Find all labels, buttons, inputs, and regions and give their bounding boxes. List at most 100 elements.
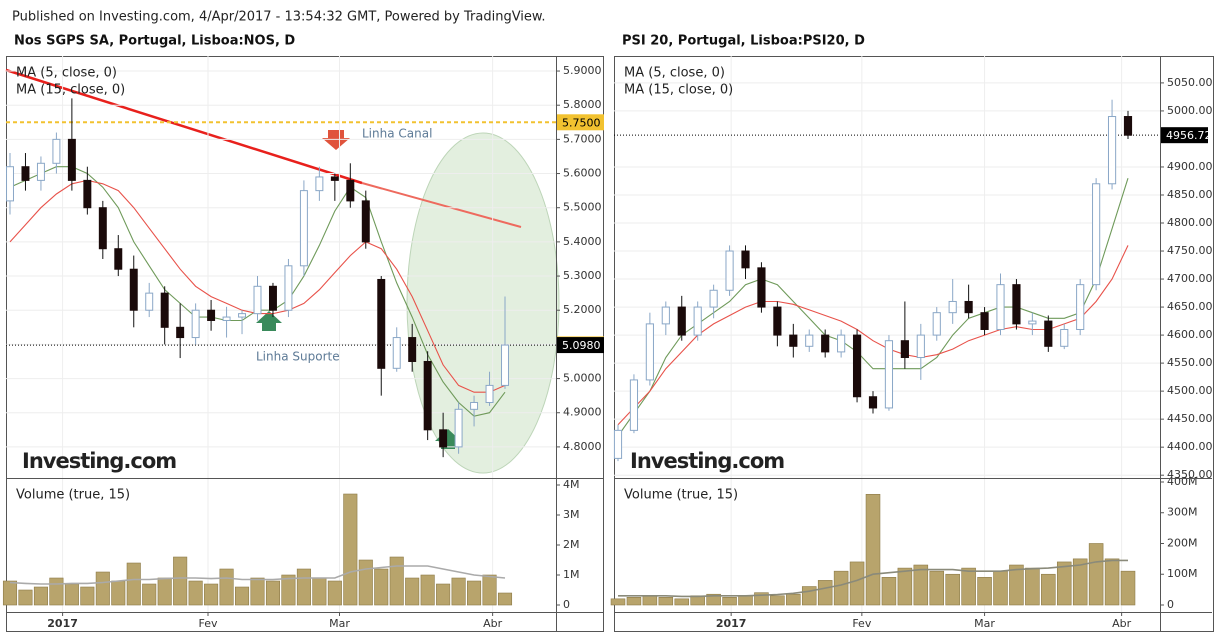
price-label-bg — [557, 114, 604, 131]
volume-bar — [33, 586, 48, 606]
candle-body — [238, 313, 247, 318]
y-tick-label: 1M — [563, 568, 580, 581]
volume-bar — [658, 597, 674, 606]
x-tick-label: 2017 — [716, 617, 747, 630]
y-tick-label: 5.5000 — [563, 201, 602, 214]
candle-body — [725, 250, 734, 291]
volume-bar — [722, 597, 737, 606]
volume-bar — [1104, 558, 1120, 606]
volume-bar — [374, 568, 389, 606]
candle-body — [773, 306, 782, 336]
volume-bar — [2, 580, 18, 606]
volume-bar — [157, 577, 172, 606]
price-label: 4956.72 — [1166, 129, 1212, 142]
volume-bar — [49, 577, 64, 606]
candle-body — [268, 285, 277, 311]
x-tick-label: Mar — [974, 617, 995, 630]
annotation: Linha Suporte — [256, 350, 340, 364]
volume-bar — [1025, 567, 1040, 606]
candle-body — [6, 166, 14, 202]
candle-body — [392, 337, 401, 369]
y-tick-label: 400M — [1167, 475, 1198, 488]
y-tick-label: 100M — [1167, 567, 1198, 580]
arrow-down — [322, 130, 350, 150]
y-tick-label: 200M — [1167, 536, 1198, 549]
candle-body — [1044, 320, 1053, 347]
volume-bar — [389, 556, 404, 606]
y-tick-label: 4850.00 — [1167, 188, 1213, 201]
candle-body — [21, 166, 30, 181]
y-tick-label: 4550.00 — [1167, 356, 1213, 369]
volume-bar — [801, 586, 817, 606]
y-tick-label: 0 — [563, 598, 570, 611]
volume-bar — [881, 577, 897, 606]
candle-body — [900, 340, 909, 359]
x-tick-label: 2017 — [47, 617, 78, 630]
price-label: 5.0980 — [562, 339, 601, 352]
candle-body — [805, 334, 814, 347]
y-tick-label: 5.3000 — [563, 269, 602, 282]
volume-title: Volume (true, 15) — [624, 488, 738, 503]
candle-body — [964, 300, 973, 314]
candle-body — [789, 334, 798, 347]
volume-bar — [188, 580, 203, 606]
candle-body — [1060, 328, 1069, 347]
volume-bar — [833, 570, 849, 606]
volume-bar — [1072, 558, 1088, 606]
volume-ma-line — [618, 559, 1128, 598]
x-tick-label: Fev — [852, 617, 871, 630]
y-tick-label: 4700.00 — [1167, 272, 1213, 285]
candle-body — [377, 278, 386, 369]
volume-bar — [173, 556, 188, 606]
candle-body — [315, 176, 324, 192]
y-tick-label: 5.4000 — [563, 235, 602, 248]
volume-bar — [497, 592, 513, 606]
candle-body — [361, 200, 370, 243]
volume-bar — [913, 564, 929, 606]
price-label-bg — [557, 337, 604, 354]
logo: Investing.com — [630, 449, 784, 473]
volume-bar — [296, 568, 311, 606]
candle-body — [1092, 183, 1101, 286]
y-tick-label: 5050.00 — [1167, 76, 1213, 89]
candle-body — [284, 265, 293, 311]
candle-body — [1107, 116, 1117, 185]
volume-bar — [626, 597, 642, 606]
candle-body — [645, 323, 654, 381]
y-tick-label: 4.8000 — [563, 440, 602, 453]
candle-body — [629, 379, 639, 431]
volume-bar — [849, 561, 865, 606]
volume-bar — [610, 598, 626, 606]
y-tick-label: 0 — [1167, 598, 1174, 611]
y-tick-label: 4800.00 — [1167, 216, 1213, 229]
candle-body — [741, 250, 750, 269]
volume-bar — [250, 577, 265, 606]
volume-bar — [18, 589, 33, 606]
volume-title: Volume (true, 15) — [16, 488, 130, 503]
volume-ma-line — [9, 565, 506, 585]
chart-title: PSI 20, Portugal, Lisboa:PSI20, D — [622, 34, 865, 49]
volume-bar — [642, 595, 658, 606]
candle-body — [677, 306, 686, 336]
panel-border — [614, 56, 1214, 632]
candle-body — [884, 340, 894, 409]
candle-body — [852, 334, 862, 398]
candle-body — [1123, 116, 1133, 136]
volume-bar — [961, 567, 976, 606]
volume-bar — [929, 570, 945, 606]
volume-bar — [405, 577, 420, 606]
volume-bar — [436, 583, 451, 606]
legend-entry: MA (15, close, 0) — [16, 83, 125, 98]
highlight-ellipse — [406, 132, 560, 474]
volume-bar — [1009, 564, 1024, 606]
volume-bar — [265, 580, 281, 606]
candle-body — [439, 429, 448, 448]
candle-body — [757, 267, 766, 308]
volume-bar — [358, 559, 373, 606]
volume-bar — [64, 583, 79, 606]
candle-body — [160, 292, 169, 328]
trend-line — [361, 182, 522, 228]
legend-entry: MA (5, close, 0) — [16, 66, 117, 81]
volume-bar — [993, 570, 1008, 606]
volume-bar — [865, 493, 881, 606]
